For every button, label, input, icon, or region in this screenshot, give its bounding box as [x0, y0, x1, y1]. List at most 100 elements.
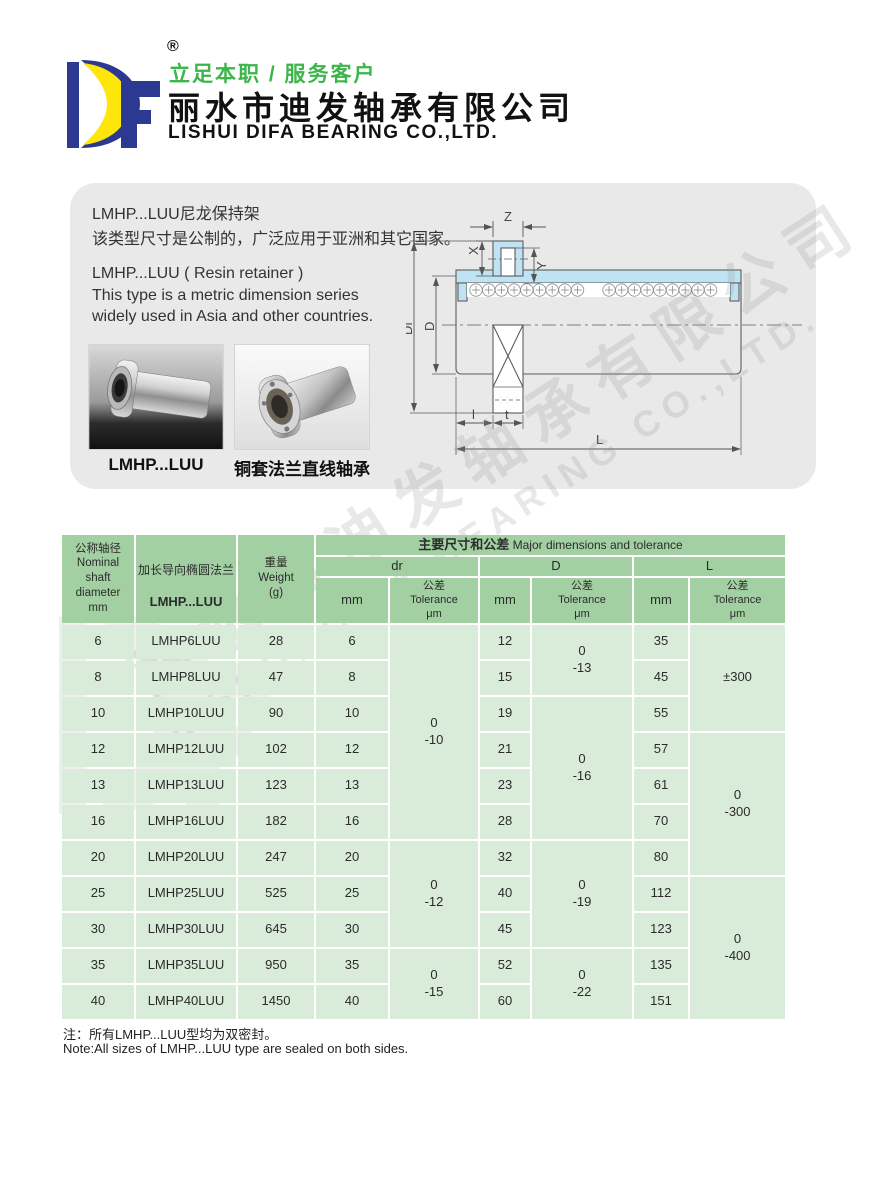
cell-nominal-diameter: 6	[62, 624, 134, 659]
cell-l-mm: 80	[634, 840, 688, 875]
cell-weight: 525	[238, 876, 314, 911]
cell-nominal-diameter: 8	[62, 660, 134, 695]
cell-nominal-diameter: 40	[62, 984, 134, 1019]
cell-l-mm: 112	[634, 876, 688, 911]
company-logo-df	[67, 60, 160, 148]
cell-nominal-diameter: 10	[62, 696, 134, 731]
note-cn: 注：所有LMHP...LUU型均为双密封。	[63, 1027, 278, 1042]
header-dr-mm: mm	[316, 577, 388, 623]
cell-dr-tolerance: 0 -15	[390, 948, 478, 1019]
product-intro-panel: LMHP...LUU尼龙保持架 该类型尺寸是公制的，广泛应用于亚洲和其它国家。 …	[70, 183, 816, 489]
cell-weight: 47	[238, 660, 314, 695]
cell-l-tolerance: 0 -400	[690, 876, 785, 1019]
cell-d-tolerance: 0 -13	[532, 624, 632, 695]
table-row: 16 LMHP16LUU 182 16 28 70	[62, 804, 785, 839]
cell-model: LMHP20LUU	[136, 840, 236, 875]
header-major-dimensions-en: Major dimensions and tolerance	[509, 537, 683, 552]
cell-nominal-diameter: 30	[62, 912, 134, 947]
table-row: 20 LMHP20LUU 247 20 0 -12 32 0 -19 80	[62, 840, 785, 947]
photo2-caption: 铜套法兰直线轴承	[234, 460, 370, 479]
header-nominal-diameter: 公称轴径 Nominal shaft diameter mm	[62, 535, 134, 623]
table-row: 13 LMHP13LUU 123 13 23 61	[62, 768, 785, 803]
cell-d-mm: 45	[480, 912, 530, 947]
dim-label-y: Y	[534, 261, 549, 270]
cell-d-mm: 21	[480, 732, 530, 767]
cell-weight: 102	[238, 732, 314, 767]
table-row: 6 LMHP6LUU 28 6 0 -10 12 0 -13 35 ±300	[62, 624, 785, 839]
table-row: 35 LMHP35LUU 950 35 0 -15 52 0 -22 135	[62, 948, 785, 1019]
cell-d-mm: 15	[480, 660, 530, 695]
header-model-cn: 加长导向椭圆法兰	[138, 562, 235, 577]
product-photo-flange-bearing	[234, 344, 370, 450]
intro-text-en: LMHP...LUU ( Resin retainer ) This type …	[92, 263, 373, 328]
cell-l-mm: 57	[634, 732, 688, 767]
note-en: Note:All sizes of LMHP...LUU type are se…	[63, 1041, 409, 1056]
intro-en-line2: This type is a metric dimension series	[92, 286, 359, 304]
table-row: 8 LMHP8LUU 47 8 15 45	[62, 660, 785, 695]
photo1-caption: LMHP...LUU	[108, 455, 204, 474]
cell-nominal-diameter: 35	[62, 948, 134, 983]
cell-model: LMHP30LUU	[136, 912, 236, 947]
table-row: 10 LMHP10LUU 90 10 19 0 -16 55	[62, 696, 785, 839]
intro-cn-line2: 该类型尺寸是公制的，广泛应用于亚洲和其它国家。	[92, 230, 461, 248]
cell-weight: 123	[238, 768, 314, 803]
cell-dr-tolerance: 0 -10	[390, 624, 478, 839]
cell-l-mm: 61	[634, 768, 688, 803]
header-major-dimensions-cn: 主要尺寸和公差	[418, 536, 510, 552]
cell-dr-mm: 13	[316, 768, 388, 803]
cell-model: LMHP25LUU	[136, 876, 236, 911]
cell-model: LMHP40LUU	[136, 984, 236, 1019]
cell-weight: 247	[238, 840, 314, 875]
cell-l-mm: 123	[634, 912, 688, 947]
cell-dr-mm: 25	[316, 876, 388, 911]
cell-weight: 28	[238, 624, 314, 659]
cell-d-mm: 19	[480, 696, 530, 731]
cell-l-mm: 55	[634, 696, 688, 731]
header-d-mm: mm	[480, 577, 530, 623]
cell-nominal-diameter: 12	[62, 732, 134, 767]
header-group-d: D	[480, 557, 632, 576]
cell-d-mm: 40	[480, 876, 530, 911]
header-d-tolerance: 公差 Tolerance μm	[532, 577, 632, 623]
cell-d-mm: 52	[480, 948, 530, 983]
cell-dr-mm: 16	[316, 804, 388, 839]
cell-d-mm: 60	[480, 984, 530, 1019]
registered-trademark: ®	[167, 38, 179, 55]
cell-dr-mm: 30	[316, 912, 388, 947]
dim-label-z: Z	[504, 209, 512, 224]
cell-l-tolerance: 0 -300	[690, 732, 785, 875]
cell-model: LMHP35LUU	[136, 948, 236, 983]
header-model-series: LMHP...LUU	[149, 593, 223, 609]
dim-label-x: X	[466, 246, 481, 255]
cell-nominal-diameter: 13	[62, 768, 134, 803]
cell-d-tolerance: 0 -19	[532, 840, 632, 947]
cell-dr-mm: 12	[316, 732, 388, 767]
company-name-cn: 丽水市迪发轴承有限公司	[168, 90, 576, 126]
dim-label-L: L	[596, 432, 603, 447]
cell-dr-mm: 10	[316, 696, 388, 731]
bearing-balls	[469, 283, 718, 297]
cell-nominal-diameter: 25	[62, 876, 134, 911]
cell-dr-mm: 20	[316, 840, 388, 875]
cell-d-mm: 12	[480, 624, 530, 659]
header-l-mm: mm	[634, 577, 688, 623]
intro-en-line1: LMHP...LUU ( Resin retainer )	[92, 265, 304, 282]
cell-dr-mm: 6	[316, 624, 388, 659]
cell-weight: 182	[238, 804, 314, 839]
dimension-spec-table: 公称轴径 Nominal shaft diameter mm 加长导向椭圆法兰 …	[60, 533, 787, 1021]
cell-model: LMHP6LUU	[136, 624, 236, 659]
cell-l-tolerance: ±300	[690, 624, 785, 731]
cell-dr-mm: 35	[316, 948, 388, 983]
cell-l-mm: 70	[634, 804, 688, 839]
intro-cn-line1: LMHP...LUU尼龙保持架	[92, 206, 260, 223]
header-weight: 重量 Weight (g)	[238, 535, 314, 623]
cell-d-mm: 28	[480, 804, 530, 839]
cell-nominal-diameter: 20	[62, 840, 134, 875]
dimension-diagram: Z X Y Df D l t L	[406, 209, 802, 455]
table-row: 25 LMHP25LUU 525 25 40 112 0 -400	[62, 876, 785, 1019]
dim-label-t: t	[505, 407, 509, 422]
header-group-dr: dr	[316, 557, 478, 576]
table-row: 30 LMHP30LUU 645 30 45 123	[62, 912, 785, 947]
table-row: 12 LMHP12LUU 102 12 21 57 0 -300	[62, 732, 785, 875]
header-dr-tolerance: 公差 Tolerance μm	[390, 577, 478, 623]
